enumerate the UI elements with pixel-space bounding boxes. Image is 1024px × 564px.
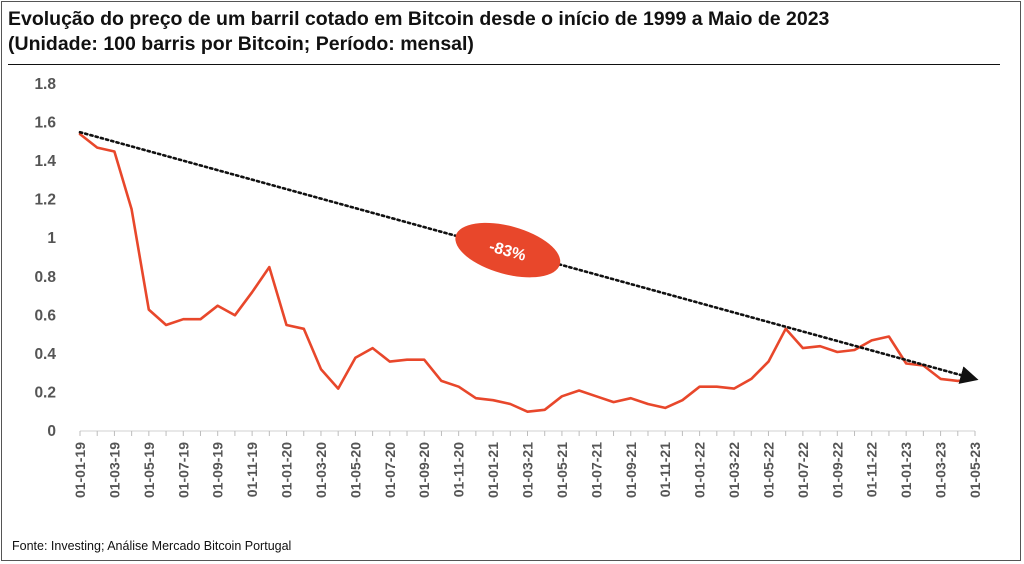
x-tick-label: 01-11-19 [244, 442, 260, 497]
y-tick-label: 1.8 [34, 76, 56, 93]
y-axis: 0 0.2 0.4 0.6 0.8 1 1.2 1.4 1.6 1.8 [34, 76, 56, 440]
chart-subtitle: (Unidade: 100 barris por Bitcoin; Períod… [8, 33, 474, 55]
x-tick-label: 01-05-19 [141, 442, 157, 498]
x-tick-label: 01-03-21 [520, 442, 536, 498]
x-tick-label: 01-11-22 [864, 442, 880, 497]
x-tick-label: 01-07-19 [175, 442, 191, 498]
x-tick-label: 01-03-23 [933, 442, 949, 498]
x-tick-label: 01-01-23 [898, 442, 914, 498]
source-note: Fonte: Investing; Análise Mercado Bitcoi… [12, 539, 292, 553]
y-tick-label: 1.4 [34, 153, 56, 170]
y-tick-label: 0 [47, 423, 56, 440]
x-tick-label: 01-09-22 [829, 442, 845, 498]
x-tick-label: 01-05-22 [760, 442, 776, 498]
x-tick-label: 01-11-21 [657, 442, 673, 497]
x-tick-label: 01-09-20 [416, 442, 432, 498]
x-tick-label: 01-05-23 [967, 442, 983, 498]
decline-annotation: -83% [455, 222, 561, 278]
x-tick-label: 01-07-20 [382, 442, 398, 498]
x-axis: 01-01-19 01-03-19 01-05-19 01-07-19 01-09-19… [72, 430, 983, 498]
y-tick-label: 0.2 [34, 384, 56, 401]
y-tick-label: 0.6 [34, 307, 56, 324]
y-tick-label: 0.4 [34, 346, 56, 363]
chart-title-block: Evolução do preço de um barril cotado em… [8, 7, 1008, 57]
chart-title: Evolução do preço de um barril cotado em… [8, 8, 830, 30]
annotation-badge [455, 222, 561, 278]
x-tick-label: 01-03-19 [106, 442, 122, 498]
x-tick-label: 01-07-21 [588, 442, 604, 498]
x-tick-label: 01-09-19 [210, 442, 226, 498]
x-tick-label: 01-03-20 [313, 442, 329, 498]
x-tick-label: 01-05-20 [347, 442, 363, 498]
y-tick-label: 1.2 [34, 192, 56, 209]
x-tick-label: 01-03-22 [726, 442, 742, 498]
x-tick-label: 01-01-19 [72, 442, 88, 498]
series-line [78, 132, 977, 414]
y-tick-label: 0.8 [34, 269, 56, 286]
plot-area: -83% [78, 130, 979, 414]
x-tick-label: 01-01-20 [279, 442, 295, 498]
x-tick-label: 01-09-21 [623, 442, 639, 498]
x-tick-label: 01-05-21 [554, 442, 570, 498]
x-tick-label: 01-07-22 [795, 442, 811, 498]
x-tick-label: 01-11-20 [451, 442, 467, 497]
y-tick-label: 1.6 [34, 115, 56, 132]
x-tick-label: 01-01-22 [692, 442, 708, 498]
y-tick-label: 1 [47, 230, 56, 247]
x-tick-label: 01-01-21 [485, 442, 501, 498]
title-divider [8, 64, 1000, 65]
